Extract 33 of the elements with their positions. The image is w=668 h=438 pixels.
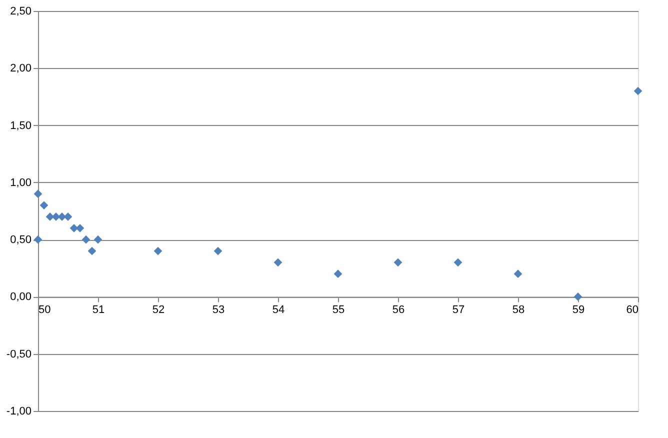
y-tick-label: 0,50 [10,234,32,246]
x-tick-label: 53 [212,304,225,316]
point [334,270,342,278]
x-tick-label: 54 [272,304,285,316]
y-tick-label: -1,00 [6,406,32,418]
y-tick-label: 2,00 [10,62,32,75]
x-tick-label: 59 [572,304,585,316]
x-tick-label: 50 [38,304,51,316]
x-tick-label: 56 [392,304,405,316]
point [394,258,402,267]
y-tick-label: 1,50 [10,120,32,132]
y-tick-label: 1,00 [10,176,32,189]
point [40,201,48,210]
x-tick-label: 57 [452,304,465,316]
point [88,246,96,256]
point [574,292,582,301]
x-tick-label: 51 [92,304,105,316]
point [34,190,42,198]
point [274,258,282,267]
point [94,235,102,244]
point [154,246,162,256]
point [454,258,462,267]
x-tick-label: 58 [512,304,525,316]
x-tick-label: 60 [626,304,638,316]
point [82,235,90,244]
x-tick-label: 55 [332,304,345,316]
y-tick-label: 0,00 [10,291,32,304]
y-tick-label: -0,50 [6,348,32,360]
y-tick-label: 2,50 [10,6,32,18]
point [514,270,522,278]
x-tick-label: 52 [152,304,165,316]
point [214,246,222,256]
point [634,86,642,96]
